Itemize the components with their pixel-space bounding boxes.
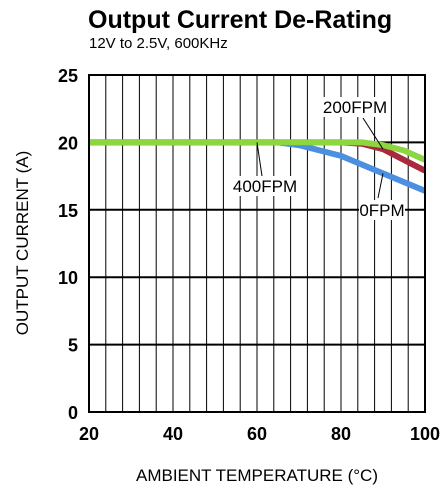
x-tick-label: 20 xyxy=(79,424,99,444)
y-axis-label: OUTPUT CURRENT (A) xyxy=(13,151,32,336)
y-tick-label: 10 xyxy=(58,268,78,288)
y-tick-label: 5 xyxy=(68,336,78,356)
y-tick-label: 20 xyxy=(58,133,78,153)
x-axis-label: AMBIENT TEMPERATURE (°C) xyxy=(136,466,378,485)
annotation-leader xyxy=(256,142,263,177)
annotations: 200FPM 400FPM 0FPM xyxy=(232,97,405,220)
y-tick-label: 15 xyxy=(58,201,78,221)
series-group xyxy=(89,139,427,194)
chart-title: Output Current De-Rating xyxy=(88,6,392,34)
y-tick-labels: 0 5 10 15 20 25 xyxy=(58,66,78,423)
x-tick-label: 60 xyxy=(247,424,267,444)
annotation-background xyxy=(359,200,405,220)
y-tick-label: 0 xyxy=(68,403,78,423)
annotation-background xyxy=(322,97,388,117)
annotation-label: 200FPM xyxy=(323,98,387,117)
x-tick-label: 80 xyxy=(331,424,351,444)
plot-frame xyxy=(88,74,426,413)
chart-subtitle: 12V to 2.5V, 600KHz xyxy=(89,35,228,52)
annotation-label: 400FPM xyxy=(233,177,297,196)
y-tick-label: 25 xyxy=(58,66,78,86)
x-tick-label: 40 xyxy=(163,424,183,444)
annotation-label: 0FPM xyxy=(359,201,404,220)
annotation-leader xyxy=(362,117,384,150)
annotation-background xyxy=(232,176,298,196)
annotation-leader xyxy=(377,173,384,199)
x-tick-label: 100 xyxy=(410,424,440,444)
grid xyxy=(89,75,425,412)
x-tick-labels: 20 40 60 80 100 xyxy=(79,424,440,444)
series-line-400fpm xyxy=(89,139,427,163)
